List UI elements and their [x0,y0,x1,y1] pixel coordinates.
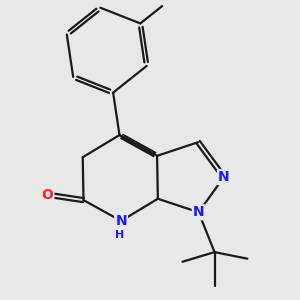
Text: N: N [193,205,204,219]
Text: N: N [218,170,230,184]
Text: N: N [115,214,127,228]
Text: H: H [115,230,124,240]
Text: O: O [41,188,53,202]
